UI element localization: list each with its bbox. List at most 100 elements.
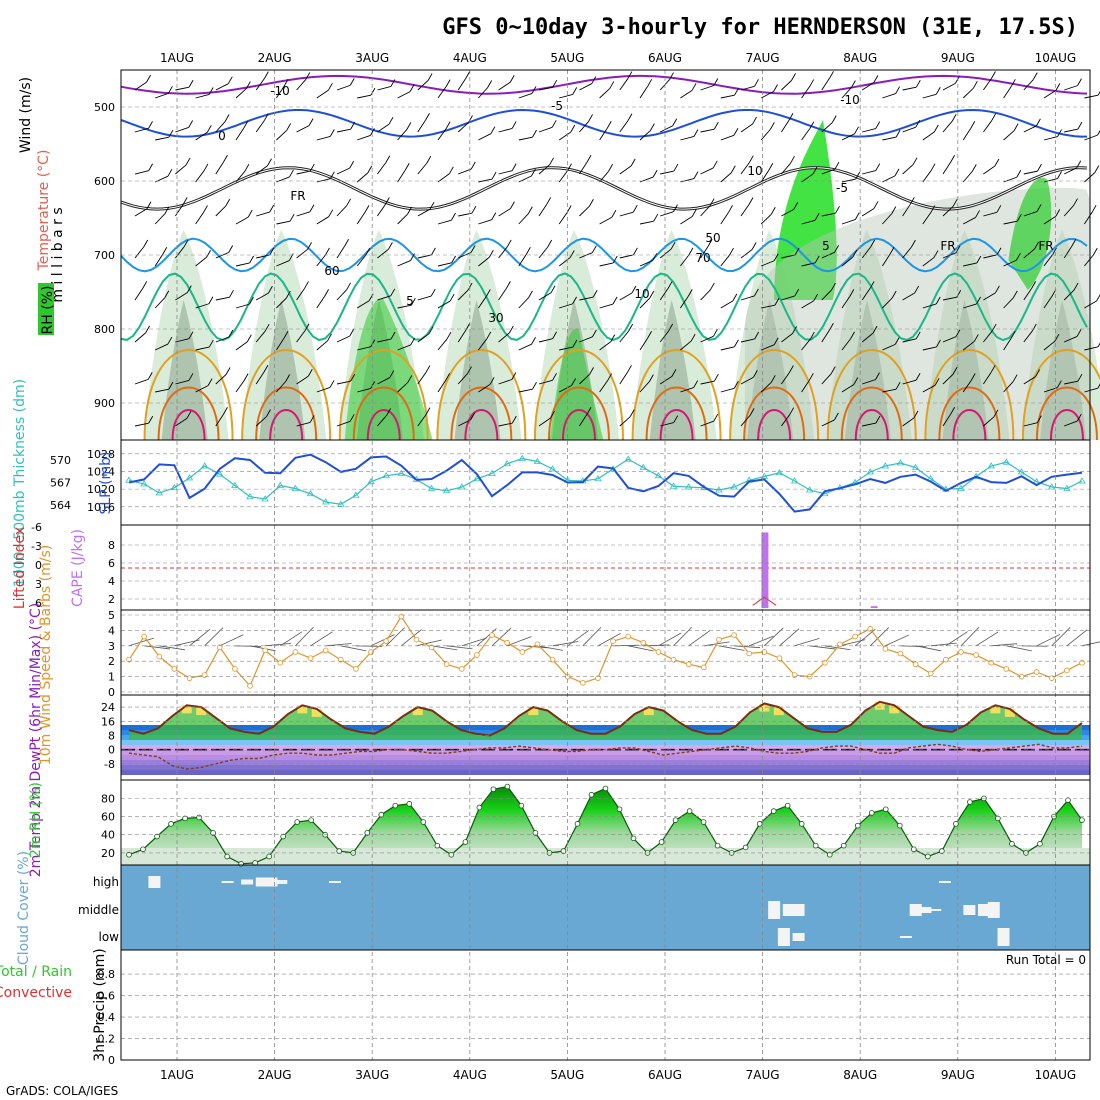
diurnal-contour [143,349,234,441]
wind-barb [781,163,791,175]
wind-barb [983,78,992,91]
diurnal-contour [561,409,596,441]
wind-barb [397,304,412,309]
wind10m-barb [734,645,761,649]
wind-barb-flag [991,323,997,332]
contour-label: 60 [324,264,339,278]
wind-barb [357,94,371,99]
wind-barb-flag [672,118,678,126]
wind-barb-flag [854,212,860,220]
temp2m-tick: 16 [101,715,115,728]
wind-barb [377,248,389,259]
rh2m-point [196,814,202,821]
wind-barb-flag [712,160,718,169]
wind-barb [296,248,308,259]
precip-legend-conv: Convective [0,985,72,1001]
wind-barb-flag [748,155,754,163]
wind-barb-flag [263,113,269,121]
wind-barb [579,205,590,217]
wind10m-point [368,649,374,655]
diurnal-contour [659,409,694,441]
wind-barb-flag [509,75,515,83]
wind-barb-flag [895,86,901,94]
precip-tick: 0.8 [98,968,116,981]
rh2m-point [504,783,511,790]
wind10m-barb [280,631,303,647]
wind-barb [821,122,833,133]
wind-barb [801,338,811,351]
wind10m-line [128,615,1083,687]
diurnal-contour [1049,409,1084,441]
wind-barb [437,380,447,393]
wind-barb-flag [346,282,351,291]
wind-barb [1064,420,1078,427]
wind-barb [700,335,714,343]
wind-barb-flag [591,76,597,84]
wind-barb [740,123,753,133]
wind-barb-flag [976,255,982,264]
rh2m-point [897,822,903,829]
wind-barb [579,336,593,343]
wind-barb [235,303,250,309]
wind-barb [478,296,487,309]
wind10m-barb [718,645,745,651]
wind-barb-flag [511,372,517,380]
wind10m-barb [507,636,532,647]
rh-shade-mid [454,300,501,440]
wind-barb [599,170,609,183]
wind-barb [336,167,350,175]
wind-barb-flag [1096,294,1100,302]
wind-barb-flag [449,293,455,302]
wind-barb-flag [350,121,356,130]
wind-barb-flag [732,293,738,302]
wind-barb [639,337,648,351]
wind-barb [922,303,937,309]
contour-label: 50 [705,231,720,245]
top-day-label: 7AUG [746,51,780,65]
wind-barb-flag [364,205,370,213]
wind10m-barb [310,631,333,647]
wind-barb [760,129,771,141]
wind-barb [619,330,629,343]
rh2m-point [1079,817,1085,823]
wind-barb-flag [707,238,713,247]
diurnal-contour [547,386,610,441]
bottom-day-label: 6AUG [648,1068,682,1082]
wind-barb-flag [532,381,537,390]
wind-barb-flag [451,212,456,221]
wind-barb-flag [186,285,192,293]
wind-barb-flag [329,380,335,388]
wind-barb [215,205,227,217]
wind-barb-flag [835,205,840,214]
wind-barb [902,246,912,259]
temp-cool-band [121,725,1090,730]
top-day-label: 5AUG [550,51,584,65]
wind10m-barb [325,643,352,647]
wind-barb [437,300,451,309]
wind-barb-flag [1010,79,1016,87]
diurnal-contour [255,386,318,441]
wind-background [121,610,1090,695]
rh-shade-mid [649,300,696,440]
thickness-point [503,459,511,467]
wind-barb [175,164,187,175]
wind-barb-flag [224,114,230,122]
wind-barb [1084,254,1094,267]
wind-barb-flag [713,121,719,130]
cape-bar [761,532,769,608]
temp2m-tick: -8 [104,758,115,771]
wind-barb [538,86,553,91]
wind10m-panel [126,613,1100,689]
wind10m-barb [249,645,276,652]
wind10m-barb [900,645,927,648]
wind-legend: Wind (m/s) [18,77,34,153]
rh2m-point [210,830,216,836]
wind-barb-flag [489,377,495,385]
wind-barb [538,204,548,217]
wind-barb-flag [511,121,517,129]
wind-barb-flag [547,239,553,248]
top-day-label: 10AUG [1035,51,1077,65]
wind10m-barb [340,645,367,652]
wind-barb [437,262,452,267]
contour-minus10 [120,74,1088,95]
